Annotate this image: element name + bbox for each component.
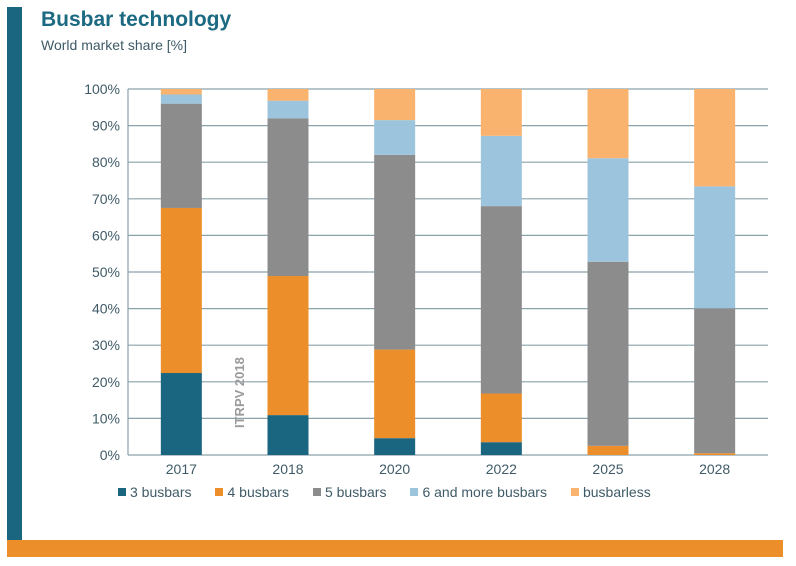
bar-segment-6-and-more-busbars-2020 bbox=[374, 120, 416, 155]
bar-segment-5-busbars-2017 bbox=[160, 103, 202, 208]
bar-segment-3-busbars-2018 bbox=[267, 415, 309, 455]
bar-segment-3-busbars-2017 bbox=[160, 373, 202, 455]
chart-subtitle: World market share [%] bbox=[41, 37, 188, 53]
bar-segment-busbarless-2028 bbox=[694, 89, 736, 187]
bar-segment-4-busbars-2022 bbox=[480, 393, 522, 443]
legend-swatch bbox=[118, 488, 126, 496]
legend-label: 3 busbars bbox=[130, 484, 192, 500]
legend-swatch bbox=[312, 488, 321, 496]
bar-segment-6-and-more-busbars-2025 bbox=[587, 158, 629, 262]
legend-item: busbarless bbox=[570, 484, 651, 500]
legend-item: 5 busbars bbox=[312, 484, 387, 500]
x-tick-label: 2020 bbox=[379, 461, 410, 477]
watermark: ITRPV 2018 bbox=[232, 357, 247, 428]
legend-label: 4 busbars bbox=[227, 484, 289, 500]
bar-segment-busbarless-2025 bbox=[587, 89, 629, 159]
bar-segment-3-busbars-2022 bbox=[480, 442, 522, 455]
x-tick-label: 2022 bbox=[486, 461, 517, 477]
y-tick-label: 10% bbox=[92, 410, 120, 426]
bottom-accent-bar bbox=[7, 540, 783, 557]
legend-swatch bbox=[410, 488, 419, 496]
y-tick-label: 40% bbox=[92, 301, 120, 317]
x-tick-label: 2025 bbox=[592, 461, 623, 477]
bar-segment-busbarless-2020 bbox=[374, 89, 416, 121]
bar-segment-5-busbars-2025 bbox=[587, 261, 629, 446]
y-tick-label: 30% bbox=[92, 337, 120, 353]
bar-segment-busbarless-2022 bbox=[480, 89, 522, 136]
bar-segment-busbarless-2017 bbox=[160, 89, 202, 95]
x-axis-ticks: 2017 2018 2020 2022 2025 2028 bbox=[166, 461, 731, 477]
x-tick-label: 2028 bbox=[699, 461, 730, 477]
legend-item: 3 busbars bbox=[118, 484, 191, 500]
y-tick-label: 0% bbox=[100, 447, 120, 463]
x-tick-label: 2017 bbox=[166, 461, 197, 477]
y-tick-label: 50% bbox=[92, 264, 120, 280]
bar-segment-5-busbars-2020 bbox=[374, 154, 416, 350]
legend-label: 6 and more busbars bbox=[422, 484, 547, 500]
y-tick-label: 60% bbox=[92, 227, 120, 243]
bar-segment-busbarless-2018 bbox=[267, 89, 309, 101]
bar-segment-6-and-more-busbars-2022 bbox=[480, 135, 522, 207]
y-tick-label: 20% bbox=[92, 374, 120, 390]
bar-segment-4-busbars-2018 bbox=[267, 276, 309, 416]
y-tick-label: 70% bbox=[92, 191, 120, 207]
bar-segment-4-busbars-2028 bbox=[694, 453, 736, 455]
legend-label: busbarless bbox=[582, 484, 651, 500]
bar-segment-5-busbars-2028 bbox=[694, 308, 736, 454]
bar-segment-6-and-more-busbars-2017 bbox=[160, 94, 202, 104]
bar-segment-3-busbars-2020 bbox=[374, 438, 416, 455]
legend-swatch bbox=[215, 488, 224, 496]
legend-item: 4 busbars bbox=[215, 484, 289, 500]
left-accent-bar bbox=[7, 7, 22, 540]
bar-segment-6-and-more-busbars-2028 bbox=[694, 186, 736, 309]
y-tick-label: 90% bbox=[92, 118, 120, 134]
bar-segment-6-and-more-busbars-2018 bbox=[267, 100, 309, 119]
bar-segment-4-busbars-2020 bbox=[374, 349, 416, 439]
y-tick-label: 80% bbox=[92, 154, 120, 170]
bar-segment-4-busbars-2017 bbox=[160, 207, 202, 374]
x-tick-label: 2018 bbox=[272, 461, 303, 477]
bar-segment-5-busbars-2018 bbox=[267, 118, 309, 277]
gridlines bbox=[127, 88, 768, 456]
bars bbox=[160, 89, 736, 455]
y-axis-ticks: 0% 10% 20% 30% 40% 50% 60% 70% 80% 90% 100% bbox=[84, 81, 120, 463]
legend: 3 busbars 4 busbars 5 busbars 6 and more bu… bbox=[118, 484, 651, 500]
bar-segment-4-busbars-2025 bbox=[587, 445, 629, 455]
bar-segment-5-busbars-2022 bbox=[480, 206, 522, 394]
chart-title: Busbar technology bbox=[41, 8, 232, 31]
legend-item: 6 and more busbars bbox=[410, 484, 547, 500]
legend-swatch bbox=[570, 488, 579, 496]
legend-label: 5 busbars bbox=[324, 484, 387, 500]
y-tick-label: 100% bbox=[84, 81, 120, 97]
